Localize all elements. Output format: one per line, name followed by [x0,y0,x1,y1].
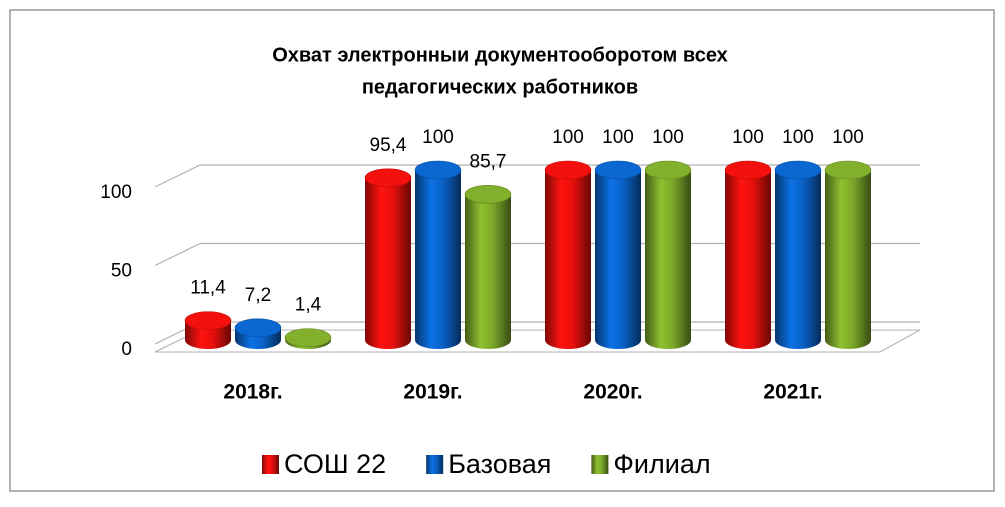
chart-title: педагогических работников [362,76,638,98]
bar-body [465,194,511,349]
bar-body [775,170,821,349]
legend-swatch [262,455,279,474]
x-tick-label: 2019г. [403,381,462,404]
bar-body [415,170,461,349]
legend-swatch [591,455,609,474]
bar-body [595,170,641,349]
bar [824,160,872,349]
legend-label: СОШ 22 [284,449,386,479]
value-label: 7,2 [245,285,271,306]
bar-top [184,311,232,330]
bar [774,160,822,349]
bar-top [644,160,692,180]
legend-label: Базовая [448,449,551,479]
bar [544,160,592,349]
bar [414,160,462,349]
bar-top [414,160,462,180]
chart-title: Охват электронныи документооборотом всех [272,44,728,66]
value-label: 100 [732,127,764,148]
bar-top [364,168,412,188]
value-label: 100 [782,127,814,148]
bar-top [774,160,822,180]
bar-body [545,170,591,349]
bar-top [594,160,642,180]
x-tick-label: 2020г. [583,381,642,404]
bar [464,185,512,349]
bar [184,311,232,349]
value-label: 100 [832,127,864,148]
value-label: 100 [652,127,684,148]
bar-top [724,160,772,180]
legend-swatch [426,455,444,474]
bar-body [825,170,871,349]
bar-top [284,328,332,347]
bar-top [824,160,872,180]
x-tick-label: 2018г. [223,381,282,404]
bar [234,318,282,349]
value-label: 85,7 [470,151,507,172]
bar [724,160,772,349]
bar [284,328,332,349]
y-tick-label: 50 [111,261,132,282]
value-label: 100 [552,127,584,148]
bar-top [544,160,592,180]
value-label: 11,4 [190,278,226,299]
bar-body [725,170,771,349]
bar [364,168,412,349]
bar-top [464,185,512,204]
y-tick-label: 0 [121,339,132,360]
x-tick-label: 2021г. [763,381,822,404]
bar-body [365,177,411,349]
value-label: 100 [602,127,634,148]
value-label: 1,4 [295,295,322,316]
value-label: 100 [422,127,454,148]
legend-label: Филиал [613,449,710,479]
bar [644,160,692,349]
y-tick-label: 100 [100,182,132,203]
value-label: 95,4 [370,135,407,156]
bar-body [645,170,691,349]
bar [594,160,642,349]
bar-top [234,318,282,338]
